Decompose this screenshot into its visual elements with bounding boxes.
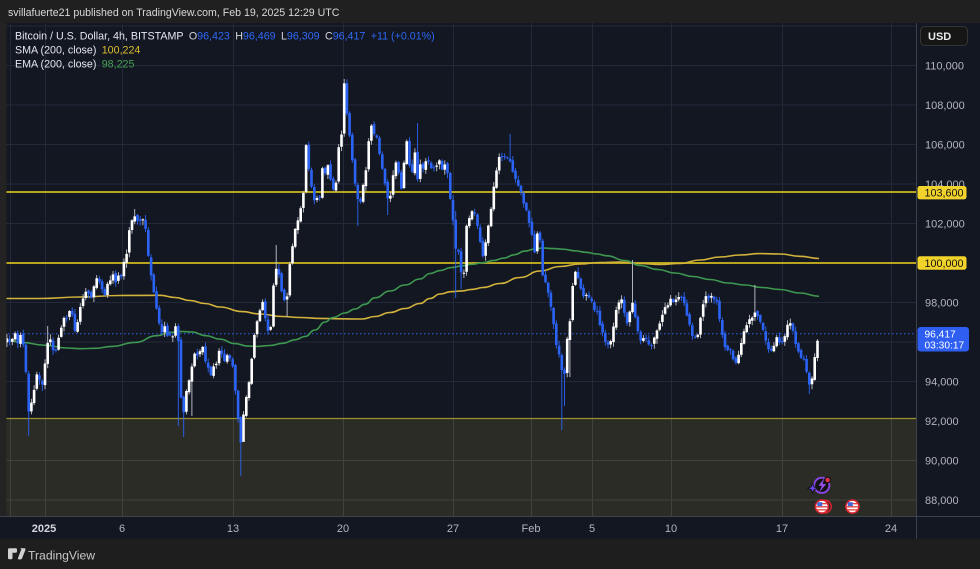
svg-text:106,000: 106,000 bbox=[925, 139, 965, 151]
svg-text:88,000: 88,000 bbox=[925, 495, 959, 507]
svg-text:03:30:17: 03:30:17 bbox=[925, 340, 965, 351]
svg-text:102,000: 102,000 bbox=[925, 218, 965, 230]
svg-text:20: 20 bbox=[337, 523, 349, 535]
svg-text:USD: USD bbox=[928, 31, 951, 43]
svg-text:Bitcoin / U.S. Dollar, 4h, BIT: Bitcoin / U.S. Dollar, 4h, BITSTAMP O96,… bbox=[15, 31, 435, 43]
svg-text:27: 27 bbox=[447, 523, 459, 535]
svg-text:90,000: 90,000 bbox=[925, 455, 959, 467]
svg-text:98,000: 98,000 bbox=[925, 297, 959, 309]
svg-text:TradingView: TradingView bbox=[28, 548, 95, 562]
svg-text:SMA (200, close) 100,224: SMA (200, close) 100,224 bbox=[15, 45, 140, 57]
svg-text:EMA (200, close) 98,225: EMA (200, close) 98,225 bbox=[15, 59, 134, 71]
svg-text:13: 13 bbox=[227, 523, 239, 535]
svg-text:5: 5 bbox=[589, 523, 595, 535]
svg-text:17: 17 bbox=[776, 523, 788, 535]
svg-text:6: 6 bbox=[119, 523, 125, 535]
svg-text:94,000: 94,000 bbox=[925, 376, 959, 388]
svg-text:103,600: 103,600 bbox=[925, 188, 964, 200]
svg-text:110,000: 110,000 bbox=[925, 60, 964, 72]
svg-text:2025: 2025 bbox=[32, 523, 56, 535]
svg-text:92,000: 92,000 bbox=[925, 416, 959, 428]
svg-text:96,417: 96,417 bbox=[925, 329, 956, 340]
svg-text:24: 24 bbox=[885, 523, 897, 535]
svg-text:100,000: 100,000 bbox=[925, 258, 964, 270]
svg-text:Feb: Feb bbox=[522, 523, 541, 535]
svg-text:108,000: 108,000 bbox=[925, 100, 965, 112]
svg-text:10: 10 bbox=[665, 523, 677, 535]
svg-text:svillafuerte21 published on Tr: svillafuerte21 published on TradingView.… bbox=[8, 7, 340, 19]
